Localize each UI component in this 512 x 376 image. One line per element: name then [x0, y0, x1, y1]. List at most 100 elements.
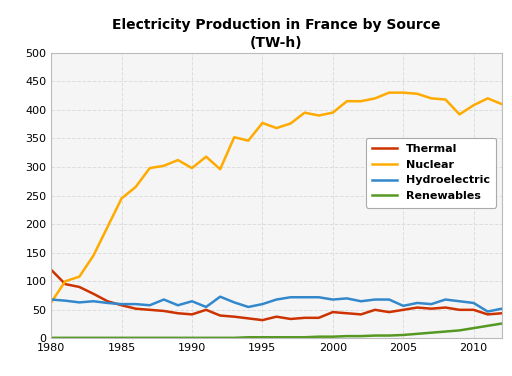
Renewables — [231, 335, 237, 340]
Renewables — [344, 334, 350, 338]
Renewables — [118, 335, 124, 340]
Line: Thermal: Thermal — [51, 270, 502, 320]
Renewables — [287, 335, 293, 340]
Thermal — [499, 311, 505, 315]
Hydroelectric — [344, 296, 350, 301]
Nuclear — [189, 166, 195, 170]
Renewables — [189, 335, 195, 340]
Hydroelectric — [133, 302, 139, 306]
Thermal — [76, 285, 82, 289]
Nuclear — [118, 196, 124, 201]
Nuclear — [471, 103, 477, 108]
Hydroelectric — [203, 305, 209, 309]
Hydroelectric — [499, 306, 505, 311]
Hydroelectric — [104, 301, 111, 305]
Thermal — [386, 310, 392, 314]
Thermal — [302, 315, 308, 320]
Thermal — [189, 312, 195, 317]
Renewables — [316, 334, 322, 339]
Renewables — [133, 335, 139, 340]
Renewables — [442, 329, 449, 334]
Renewables — [104, 335, 111, 340]
Thermal — [259, 318, 265, 322]
Title: Electricity Production in France by Source
(TW-h): Electricity Production in France by Sour… — [112, 18, 441, 50]
Renewables — [471, 326, 477, 331]
Thermal — [400, 308, 407, 312]
Renewables — [485, 324, 491, 328]
Hydroelectric — [302, 295, 308, 300]
Renewables — [245, 335, 251, 340]
Hydroelectric — [471, 301, 477, 305]
Thermal — [133, 306, 139, 311]
Hydroelectric — [386, 297, 392, 302]
Thermal — [175, 311, 181, 315]
Hydroelectric — [330, 297, 336, 302]
Nuclear — [104, 225, 111, 229]
Hydroelectric — [245, 305, 251, 309]
Renewables — [76, 335, 82, 340]
Renewables — [217, 335, 223, 340]
Hydroelectric — [485, 309, 491, 314]
Thermal — [217, 313, 223, 318]
Nuclear — [400, 90, 407, 95]
Hydroelectric — [175, 303, 181, 308]
Nuclear — [287, 121, 293, 126]
Hydroelectric — [358, 299, 364, 303]
Nuclear — [259, 121, 265, 125]
Renewables — [161, 335, 167, 340]
Hydroelectric — [62, 299, 68, 303]
Hydroelectric — [400, 303, 407, 308]
Hydroelectric — [118, 302, 124, 306]
Nuclear — [499, 102, 505, 106]
Thermal — [344, 311, 350, 315]
Legend: Thermal, Nuclear, Hydroelectric, Renewables: Thermal, Nuclear, Hydroelectric, Renewab… — [366, 138, 496, 208]
Nuclear — [90, 253, 96, 258]
Thermal — [118, 303, 124, 308]
Renewables — [48, 335, 54, 340]
Renewables — [203, 335, 209, 340]
Hydroelectric — [259, 302, 265, 306]
Renewables — [457, 328, 463, 333]
Nuclear — [386, 90, 392, 95]
Renewables — [302, 335, 308, 340]
Renewables — [330, 334, 336, 339]
Renewables — [429, 331, 435, 335]
Nuclear — [133, 185, 139, 189]
Hydroelectric — [189, 299, 195, 303]
Nuclear — [203, 155, 209, 159]
Nuclear — [273, 126, 280, 130]
Thermal — [330, 310, 336, 314]
Thermal — [358, 312, 364, 317]
Nuclear — [344, 99, 350, 103]
Renewables — [386, 333, 392, 338]
Renewables — [400, 333, 407, 337]
Thermal — [203, 308, 209, 312]
Nuclear — [217, 167, 223, 171]
Hydroelectric — [76, 300, 82, 305]
Renewables — [90, 335, 96, 340]
Renewables — [414, 332, 420, 336]
Hydroelectric — [217, 294, 223, 299]
Hydroelectric — [231, 300, 237, 305]
Hydroelectric — [146, 303, 153, 308]
Hydroelectric — [429, 302, 435, 306]
Hydroelectric — [287, 295, 293, 300]
Nuclear — [175, 158, 181, 162]
Thermal — [316, 315, 322, 320]
Renewables — [62, 335, 68, 340]
Renewables — [175, 335, 181, 340]
Nuclear — [442, 97, 449, 102]
Hydroelectric — [90, 299, 96, 303]
Nuclear — [161, 164, 167, 168]
Nuclear — [429, 96, 435, 101]
Thermal — [442, 305, 449, 310]
Nuclear — [231, 135, 237, 139]
Nuclear — [330, 111, 336, 115]
Hydroelectric — [457, 299, 463, 303]
Thermal — [146, 308, 153, 312]
Nuclear — [245, 138, 251, 143]
Thermal — [287, 317, 293, 321]
Thermal — [48, 268, 54, 272]
Thermal — [429, 306, 435, 311]
Renewables — [358, 334, 364, 338]
